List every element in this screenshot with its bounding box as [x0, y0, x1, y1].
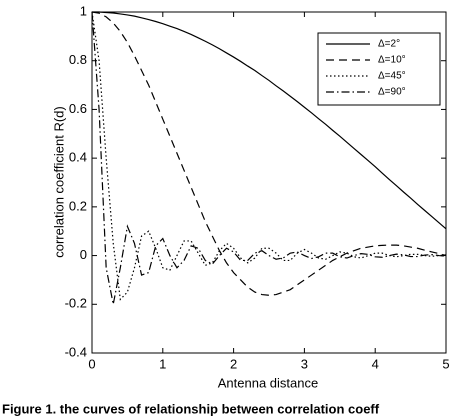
- figure-caption: Figure 1. the curves of relationship bet…: [2, 401, 380, 416]
- y-tick-label: 0.4: [69, 150, 87, 165]
- legend-label: Δ=45°: [378, 71, 406, 82]
- x-tick-label: 2: [230, 356, 237, 371]
- data-line: [91, 11, 447, 301]
- x-axis-label: Antenna distance: [218, 375, 318, 390]
- y-tick-label: 1: [80, 3, 87, 18]
- data-line: [91, 11, 447, 305]
- x-tick-label: 3: [301, 356, 308, 371]
- x-tick-label: 1: [159, 356, 166, 371]
- y-tick-label: 0.8: [69, 52, 87, 67]
- legend-label: Δ=90°: [378, 87, 406, 98]
- x-tick-label: 4: [372, 356, 379, 371]
- legend-box: [317, 32, 441, 106]
- y-tick-label: 0.2: [69, 198, 87, 213]
- y-axis-label: correlation coefficient R(d): [51, 106, 66, 258]
- data-line: [92, 11, 447, 230]
- y-tick-label: 0: [80, 247, 87, 262]
- y-tick-label: -0.4: [65, 344, 87, 359]
- y-tick-label: 0.6: [69, 101, 87, 116]
- legend-label: Δ=10°: [378, 55, 406, 66]
- x-tick-label: 0: [88, 356, 95, 371]
- y-tick-label: -0.2: [65, 296, 87, 311]
- legend-label: Δ=2°: [378, 39, 400, 50]
- x-tick-label: 5: [442, 356, 449, 371]
